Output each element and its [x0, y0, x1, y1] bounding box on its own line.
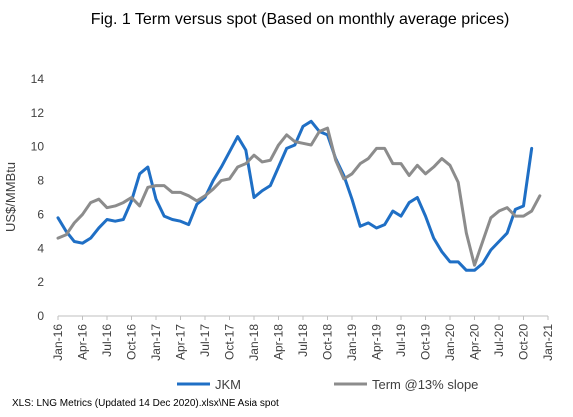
y-axis-label: US$/MMBtu — [3, 162, 18, 232]
x-tick-label: Apr-19 — [370, 324, 384, 360]
legend: JKM Term @13% slope — [177, 377, 478, 392]
series-line-jkm — [56, 119, 534, 272]
y-tick-label: 14 — [31, 72, 45, 86]
x-tick-label: Jul-18 — [296, 324, 310, 357]
y-tick-label: 12 — [31, 106, 45, 120]
x-tick-label: Jul-20 — [492, 324, 506, 357]
y-tick-label: 10 — [31, 140, 45, 154]
x-tick-label: Jul-16 — [100, 324, 114, 357]
x-tick-label: Jan-16 — [51, 324, 65, 361]
y-axis-ticks: 0 2 4 6 8 10 12 14 — [31, 72, 45, 323]
series-layer — [56, 119, 542, 272]
x-tick-label: Jan-21 — [541, 324, 555, 361]
x-tick-label: Oct-20 — [517, 324, 531, 360]
x-tick-label: Jul-17 — [198, 324, 212, 357]
x-tick-label: Jul-19 — [394, 324, 408, 357]
x-tick-label: Apr-20 — [468, 324, 482, 360]
source-note: XLS: LNG Metrics (Updated 14 Dec 2020).x… — [12, 398, 279, 409]
x-axis-ticks: Jan-16 Apr-16 Jul-16 Oct-16 Jan-17 Apr-17 Jul-… — [51, 316, 555, 361]
x-tick-label: Apr-18 — [272, 324, 286, 360]
x-tick-label: Apr-17 — [174, 324, 188, 360]
y-tick-label: 6 — [37, 207, 44, 221]
legend-label-term: Term @13% slope — [372, 377, 478, 392]
y-tick-label: 8 — [37, 174, 44, 188]
x-tick-label: Jan-19 — [345, 324, 359, 361]
x-tick-label: Oct-17 — [223, 324, 237, 360]
x-tick-label: Oct-19 — [419, 324, 433, 360]
x-tick-label: Oct-18 — [321, 324, 335, 360]
series-line-term — [56, 126, 542, 267]
x-tick-label: Apr-16 — [76, 324, 90, 360]
y-tick-label: 4 — [37, 241, 44, 255]
x-tick-label: Jan-17 — [149, 324, 163, 361]
y-tick-label: 2 — [37, 275, 44, 289]
x-tick-label: Oct-16 — [125, 324, 139, 360]
x-tick-label: Jan-18 — [247, 324, 261, 361]
chart-title: Fig. 1 Term versus spot (Based on monthl… — [91, 11, 510, 28]
x-tick-label: Jan-20 — [443, 324, 457, 361]
legend-label-jkm: JKM — [215, 377, 241, 392]
y-tick-label: 0 — [37, 309, 44, 323]
